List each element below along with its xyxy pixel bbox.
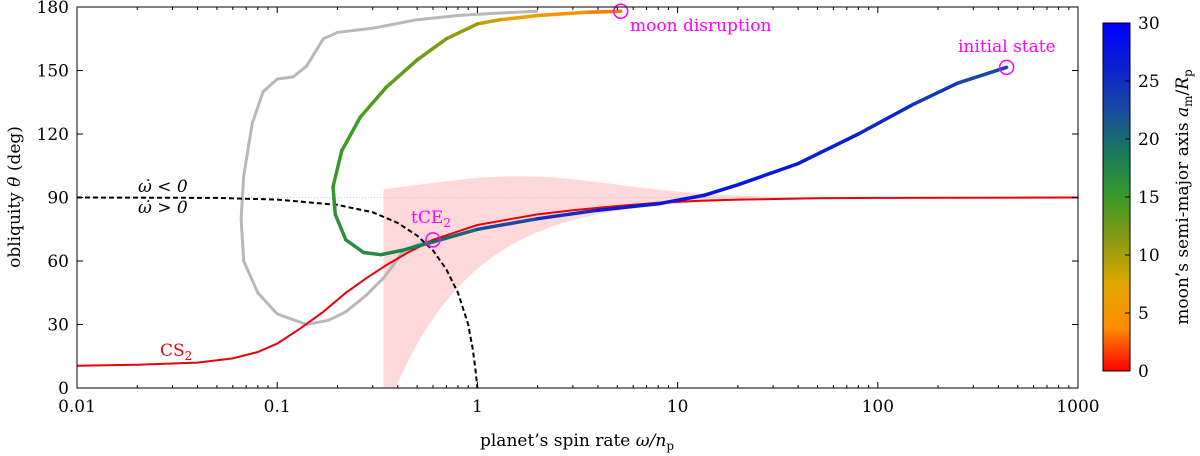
moon-track-segment: [331, 185, 338, 217]
moon-track-segment: [856, 102, 915, 136]
moon-track-segment: [475, 216, 540, 232]
moon-track-segment: [475, 17, 502, 26]
y-tick-label: 90: [47, 189, 69, 209]
moon-track-segment: [796, 132, 861, 166]
moon-track-segment: [358, 85, 388, 119]
moon-track-segment: [596, 202, 660, 212]
colorbar-ticks: 0 5 10 15 20 25 30: [1125, 14, 1160, 382]
dashed-boundary-line: [77, 196, 479, 388]
moon-track-segment: [344, 238, 366, 255]
y-tick-label: 0: [58, 379, 69, 399]
moon-track-segment: [955, 65, 1009, 85]
moon-track-segment: [400, 244, 419, 253]
moon-track-segment: [384, 58, 419, 90]
moon-track-segment: [333, 212, 348, 242]
cs2-label: CS2: [160, 341, 192, 363]
moon-track: [331, 9, 1009, 257]
annotation-marker: [425, 232, 441, 248]
moon-track-segment: [584, 9, 623, 15]
moon-track-segment: [331, 149, 344, 189]
colorbar-tick-label: 10: [1138, 246, 1160, 266]
y-tick-label: 180: [37, 0, 69, 18]
shaded-region: [383, 176, 1077, 388]
annotation-markers: [425, 3, 1015, 248]
x-axis-title: planet’s spin rate ω/np: [480, 431, 674, 453]
colorbar-tick-label: 15: [1138, 188, 1160, 208]
initial-state-label: initial state: [958, 37, 1056, 57]
colorbar-title: moon’s semi-major axis am/Rp: [1173, 69, 1195, 325]
moon-track-segment: [498, 13, 540, 22]
annotations: moon disruption initial state tCE2 ω̇ < …: [138, 16, 1056, 363]
annotation-marker: [612, 3, 629, 19]
moon-track-segment: [444, 22, 480, 41]
x-axis: 0.01 0.1 1 10 100 1000: [58, 7, 1100, 417]
cs2-line: [77, 196, 1078, 367]
y-axis: 0 30 60 90 120 150 180: [37, 0, 1078, 399]
moon-track-segment: [415, 240, 435, 248]
moon-track-segment: [535, 10, 589, 18]
moon-track-segment: [361, 250, 383, 257]
moon-track-segment: [339, 115, 363, 153]
omega-dot-negative-label: ω̇ < 0: [138, 177, 188, 197]
y-tick-label: 120: [37, 125, 69, 145]
x-tick-label: 0.01: [58, 397, 96, 417]
x-tick-label: 1: [472, 397, 483, 417]
gray-track-line: [239, 9, 538, 327]
annotation-marker: [998, 59, 1015, 76]
moon-track-segment: [701, 183, 740, 198]
x-tick-label: 1000: [1056, 397, 1099, 417]
y-tick-label: 30: [47, 316, 69, 336]
colorbar-tick-label: 25: [1138, 72, 1160, 92]
moon-track-segment: [415, 37, 449, 62]
moon-track-segment: [736, 161, 800, 187]
colorbar-tick-label: 5: [1138, 304, 1149, 324]
moon-track-segment: [535, 208, 600, 221]
colorbar-tick-label: 30: [1138, 14, 1160, 34]
colorbar-tick-label: 0: [1138, 362, 1149, 382]
colorbar: 0 5 10 15 20 25 30 moon’s semi-major axis am/R…: [1102, 14, 1195, 382]
x-tick-label: 100: [862, 397, 894, 417]
y-tick-label: 150: [37, 62, 69, 82]
colorbar-tick-label: 20: [1138, 130, 1160, 150]
plot-area: [76, 3, 1079, 389]
moon-track-segment: [379, 248, 404, 257]
y-axis-title: obliquity θ (deg): [5, 126, 25, 268]
moon-disruption-label: moon disruption: [630, 16, 771, 36]
omega-dot-positive-label: ω̇ > 0: [138, 198, 188, 218]
tce2-label: tCE2: [411, 208, 451, 230]
x-tick-label: 0.1: [264, 397, 291, 417]
moon-track-segment: [911, 81, 960, 107]
x-tick-label: 10: [667, 397, 689, 417]
y-tick-label: 60: [47, 252, 69, 272]
moon-track-segment: [656, 193, 706, 206]
